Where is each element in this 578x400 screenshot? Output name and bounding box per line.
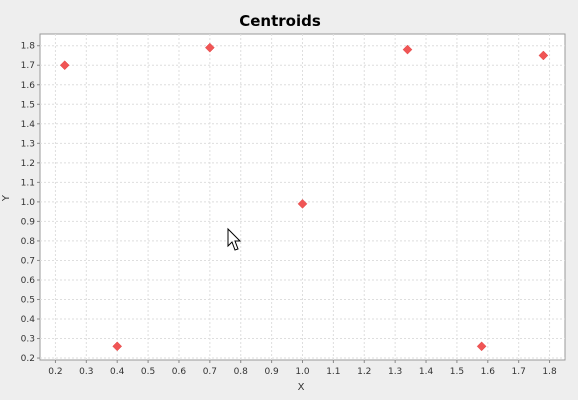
x-tick-label: 0.3: [79, 367, 93, 377]
y-tick-label: 0.7: [21, 256, 35, 266]
data-point: [204, 42, 215, 53]
y-tick-label: 1.2: [21, 159, 35, 169]
x-tick-label: 0.4: [110, 367, 125, 377]
data-point: [476, 341, 487, 352]
chart-title: Centroids: [239, 12, 321, 30]
grid: [40, 34, 565, 360]
y-tick-label: 1.7: [21, 61, 35, 71]
y-tick-label: 0.2: [21, 354, 35, 364]
y-tick-label: 1.0: [21, 198, 36, 208]
x-tick-label: 1.3: [388, 367, 402, 377]
y-tick-label: 0.4: [21, 315, 36, 325]
data-point: [538, 50, 549, 61]
y-tick-label: 1.1: [21, 178, 35, 188]
y-axis: 0.2 0.3 0.4 0.5 0.6 0.7 0.8 0.9 1.0 1.1 1.2 1.3 1.4 1…: [21, 42, 40, 364]
x-tick-label: 0.5: [141, 367, 155, 377]
x-tick-label: 0.2: [48, 367, 62, 377]
x-tick-label: 1.1: [326, 367, 340, 377]
plot-area: [39, 33, 566, 361]
y-tick-label: 0.9: [21, 217, 36, 227]
x-tick-label: 1.2: [357, 367, 371, 377]
x-tick-label: 1.4: [419, 367, 434, 377]
y-tick-label: 1.4: [21, 120, 36, 130]
x-tick-label: 0.7: [203, 367, 217, 377]
data-point: [59, 60, 70, 71]
y-tick-label: 1.5: [21, 100, 35, 110]
y-tick-label: 0.8: [21, 237, 36, 247]
x-tick-label: 1.6: [481, 367, 496, 377]
x-tick-label: 1.5: [450, 367, 464, 377]
x-tick-label: 0.9: [264, 367, 279, 377]
y-tick-label: 0.5: [21, 295, 35, 305]
x-tick-label: 1.8: [542, 367, 557, 377]
y-tick-label: 0.6: [21, 276, 36, 286]
y-tick-label: 1.8: [21, 42, 36, 52]
data-point: [297, 198, 308, 209]
y-axis-label: Y: [1, 194, 12, 202]
y-tick-label: 1.6: [21, 81, 36, 91]
y-tick-label: 1.3: [21, 139, 35, 149]
data-points: [59, 42, 549, 352]
x-tick-label: 1.7: [512, 367, 526, 377]
y-tick-label: 0.3: [21, 335, 35, 345]
mouse-pointer-icon: [227, 227, 242, 251]
x-tick-label: 0.8: [234, 367, 249, 377]
x-tick-label: 1.0: [295, 367, 310, 377]
x-axis: 0.2 0.3 0.4 0.5 0.6 0.7 0.8 0.9 1.0 1.1 1.2 1.3 1.4 1…: [48, 360, 557, 377]
x-axis-label: X: [298, 382, 305, 393]
data-point: [402, 44, 413, 55]
x-tick-label: 0.6: [172, 367, 187, 377]
data-point: [112, 341, 123, 352]
